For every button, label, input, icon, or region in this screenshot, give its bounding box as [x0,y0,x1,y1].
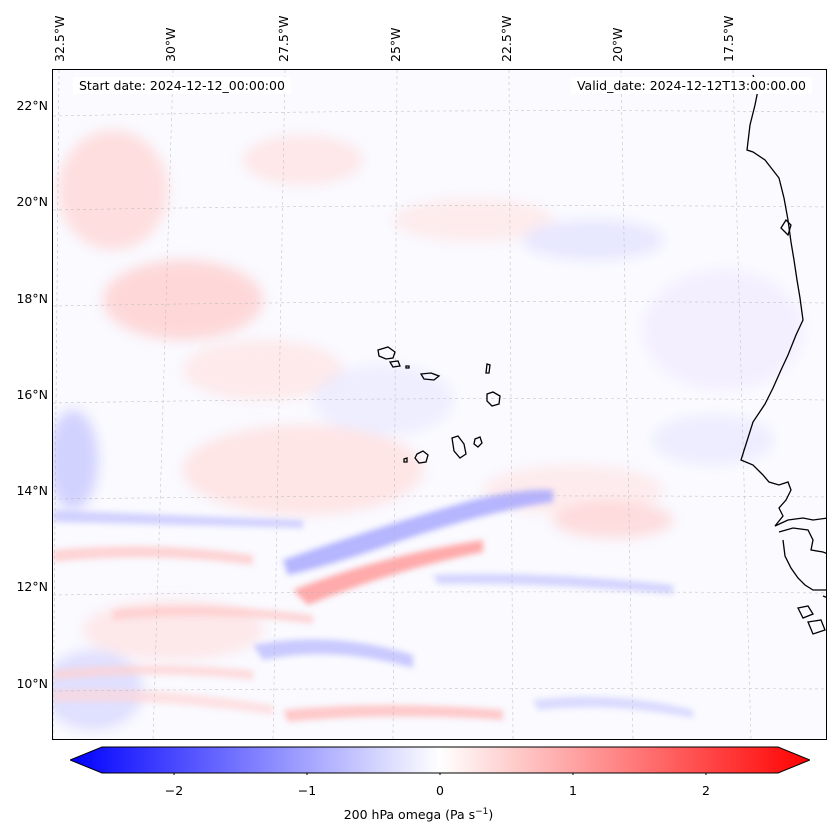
colorbar-tick-0: 0 [436,783,444,798]
colorbar-graphic [68,746,812,777]
colorbar-label: 200 hPa omega (Pa s−1) [0,807,837,822]
colorbar-label-sup: −1 [475,807,489,817]
lon-label-30w: 30°W [163,27,178,62]
african-coastline [740,74,826,635]
lon-label-32-5w: 32.5°W [52,15,67,62]
omega-field-map [53,70,826,739]
lat-label-16n: 16°N [16,387,48,402]
colorbar-label-end: ) [488,807,494,823]
colorbar-label-main: 200 hPa omega (Pa s [343,807,476,823]
lat-label-10n: 10°N [16,676,48,691]
lat-label-22n: 22°N [16,98,48,113]
lon-label-25w: 25°W [388,27,403,62]
lon-label-27-5w: 27.5°W [276,15,291,62]
start-date-label: Start date: 2024-12-12_00:00:00 [73,77,291,94]
omega-field-patches [53,130,803,730]
graticule [53,70,826,739]
map-panel[interactable]: Start date: 2024-12-12_00:00:00 Valid_da… [52,69,827,740]
lat-label-20n: 20°N [16,194,48,209]
colorbar-tick-2: 2 [702,783,710,798]
lat-label-18n: 18°N [16,291,48,306]
colorbar-tick-minus-1: −1 [297,783,317,798]
lat-label-14n: 14°N [16,483,48,498]
colorbar-tick-1: 1 [569,783,577,798]
lon-label-22-5w: 22.5°W [499,15,514,62]
cape-verde-islands [377,346,501,464]
valid-date-label: Valid_date: 2024-12-12T13:00:00.00 [570,77,812,94]
lat-label-12n: 12°N [16,579,48,594]
omega-field-bands [53,489,693,722]
colorbar [68,745,812,777]
lon-label-20w: 20°W [610,27,625,62]
lon-label-17-5w: 17.5°W [721,15,736,62]
colorbar-tick-minus-2: −2 [164,783,184,798]
